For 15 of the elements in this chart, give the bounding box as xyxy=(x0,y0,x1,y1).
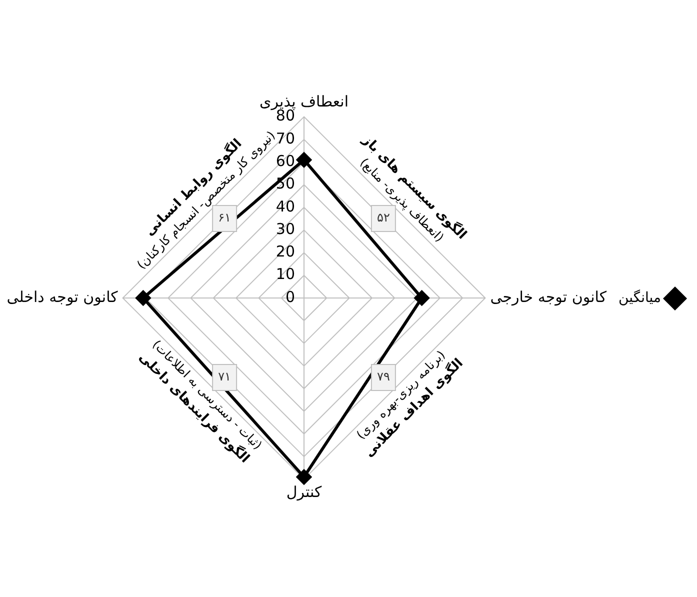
y-tick-label: 60 xyxy=(276,152,295,170)
y-tick-label: 20 xyxy=(276,242,295,261)
y-tick-label: 10 xyxy=(276,265,295,284)
y-tick-label: 0 xyxy=(285,288,295,306)
legend-label: میانگین xyxy=(618,289,661,306)
text: ۷۱ xyxy=(218,370,231,384)
text: ۵۲ xyxy=(377,210,390,225)
spoke-label: کنترل xyxy=(286,483,323,502)
y-tick-label: 70 xyxy=(276,129,295,148)
y-tick-label: 30 xyxy=(276,220,295,238)
spoke-label: کانون توجه خارجی xyxy=(490,288,608,306)
text: ۶۱ xyxy=(218,210,231,225)
y-tick-label: 40 xyxy=(276,197,295,216)
text: ۷۹ xyxy=(377,370,390,384)
spoke-label: کانون توجه داخلی xyxy=(6,288,119,306)
